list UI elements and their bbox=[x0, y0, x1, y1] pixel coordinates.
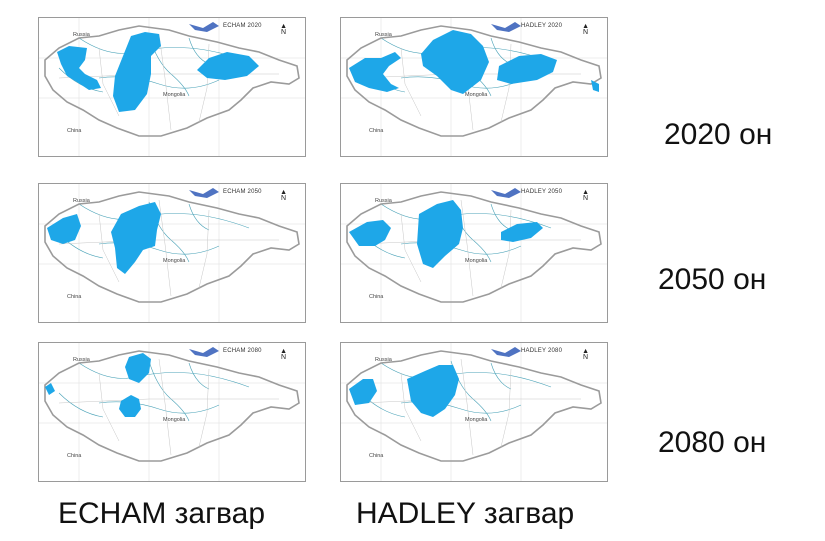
flood-region bbox=[111, 202, 161, 274]
flood-region bbox=[349, 52, 401, 92]
russia-label: Russia bbox=[375, 357, 392, 363]
panel-title: ECHAM 2050 bbox=[223, 189, 262, 195]
panel-title: ECHAM 2080 bbox=[223, 348, 262, 354]
model-label-echam: ECHAM загвар bbox=[58, 497, 266, 530]
china-label: China bbox=[369, 294, 384, 300]
china-label: China bbox=[369, 453, 384, 459]
mongolia-label: Mongolia bbox=[465, 417, 488, 423]
north-arrow-icon: ▲ N bbox=[280, 189, 287, 202]
china-label: China bbox=[67, 128, 82, 134]
flood-region bbox=[591, 80, 599, 92]
panel-title: HADLEY 2050 bbox=[521, 189, 563, 195]
map-graphic bbox=[341, 343, 607, 481]
mongolia-label: Mongolia bbox=[465, 258, 488, 264]
russia-label: Russia bbox=[375, 32, 392, 38]
flood-region bbox=[407, 365, 459, 417]
flood-region bbox=[421, 30, 489, 94]
map-hadley-2080: HADLEY 2080 Russia Mongolia China ▲ N bbox=[340, 342, 608, 482]
china-label: China bbox=[67, 294, 82, 300]
flood-region bbox=[119, 395, 141, 417]
map-echam-2020: ECHAM 2020 Russia Mongolia China ▲ N bbox=[38, 17, 306, 157]
map-hadley-2020: HADLEY 2020 Russia Mongolia China ▲ N bbox=[340, 17, 608, 157]
china-label: China bbox=[67, 453, 82, 459]
map-graphic bbox=[39, 343, 305, 481]
year-label-2050: 2050 он bbox=[658, 263, 767, 296]
north-arrow-icon: ▲ N bbox=[280, 348, 287, 361]
flood-region bbox=[501, 222, 543, 242]
model-label-hadley: HADLEY загвар bbox=[356, 497, 575, 530]
map-echam-2080: ECHAM 2080 Russia Mongolia China ▲ N bbox=[38, 342, 306, 482]
flood-region bbox=[497, 54, 557, 84]
mongolia-label: Mongolia bbox=[163, 417, 186, 423]
map-graphic bbox=[341, 18, 607, 156]
mongolia-label: Mongolia bbox=[163, 258, 186, 264]
flood-region bbox=[113, 32, 161, 112]
panel-title: HADLEY 2080 bbox=[521, 348, 563, 354]
map-graphic bbox=[39, 18, 305, 156]
map-hadley-2050: HADLEY 2050 Russia Mongolia China ▲ N bbox=[340, 183, 608, 323]
flood-region bbox=[349, 379, 377, 405]
north-arrow-icon: ▲ N bbox=[582, 348, 589, 361]
panel-title: HADLEY 2020 bbox=[521, 23, 563, 29]
russia-label: Russia bbox=[375, 198, 392, 204]
north-arrow-icon: ▲ N bbox=[280, 23, 287, 36]
map-echam-2050: ECHAM 2050 Russia Mongolia China ▲ N bbox=[38, 183, 306, 323]
russia-label: Russia bbox=[73, 32, 90, 38]
map-graphic bbox=[39, 184, 305, 322]
flood-region bbox=[57, 46, 101, 90]
north-arrow-icon: ▲ N bbox=[582, 23, 589, 36]
panel-title: ECHAM 2020 bbox=[223, 23, 262, 29]
china-label: China bbox=[369, 128, 384, 134]
russia-label: Russia bbox=[73, 198, 90, 204]
flood-region bbox=[417, 200, 463, 268]
year-label-2020: 2020 он bbox=[664, 118, 773, 151]
mongolia-label: Mongolia bbox=[163, 92, 186, 98]
russia-label: Russia bbox=[73, 357, 90, 363]
year-label-2080: 2080 он bbox=[658, 426, 767, 459]
flood-region bbox=[47, 214, 81, 244]
mongolia-label: Mongolia bbox=[465, 92, 488, 98]
flood-region bbox=[349, 220, 391, 246]
map-graphic bbox=[341, 184, 607, 322]
flood-region bbox=[45, 383, 55, 395]
north-arrow-icon: ▲ N bbox=[582, 189, 589, 202]
flood-region bbox=[197, 52, 259, 80]
flood-region bbox=[125, 353, 151, 383]
